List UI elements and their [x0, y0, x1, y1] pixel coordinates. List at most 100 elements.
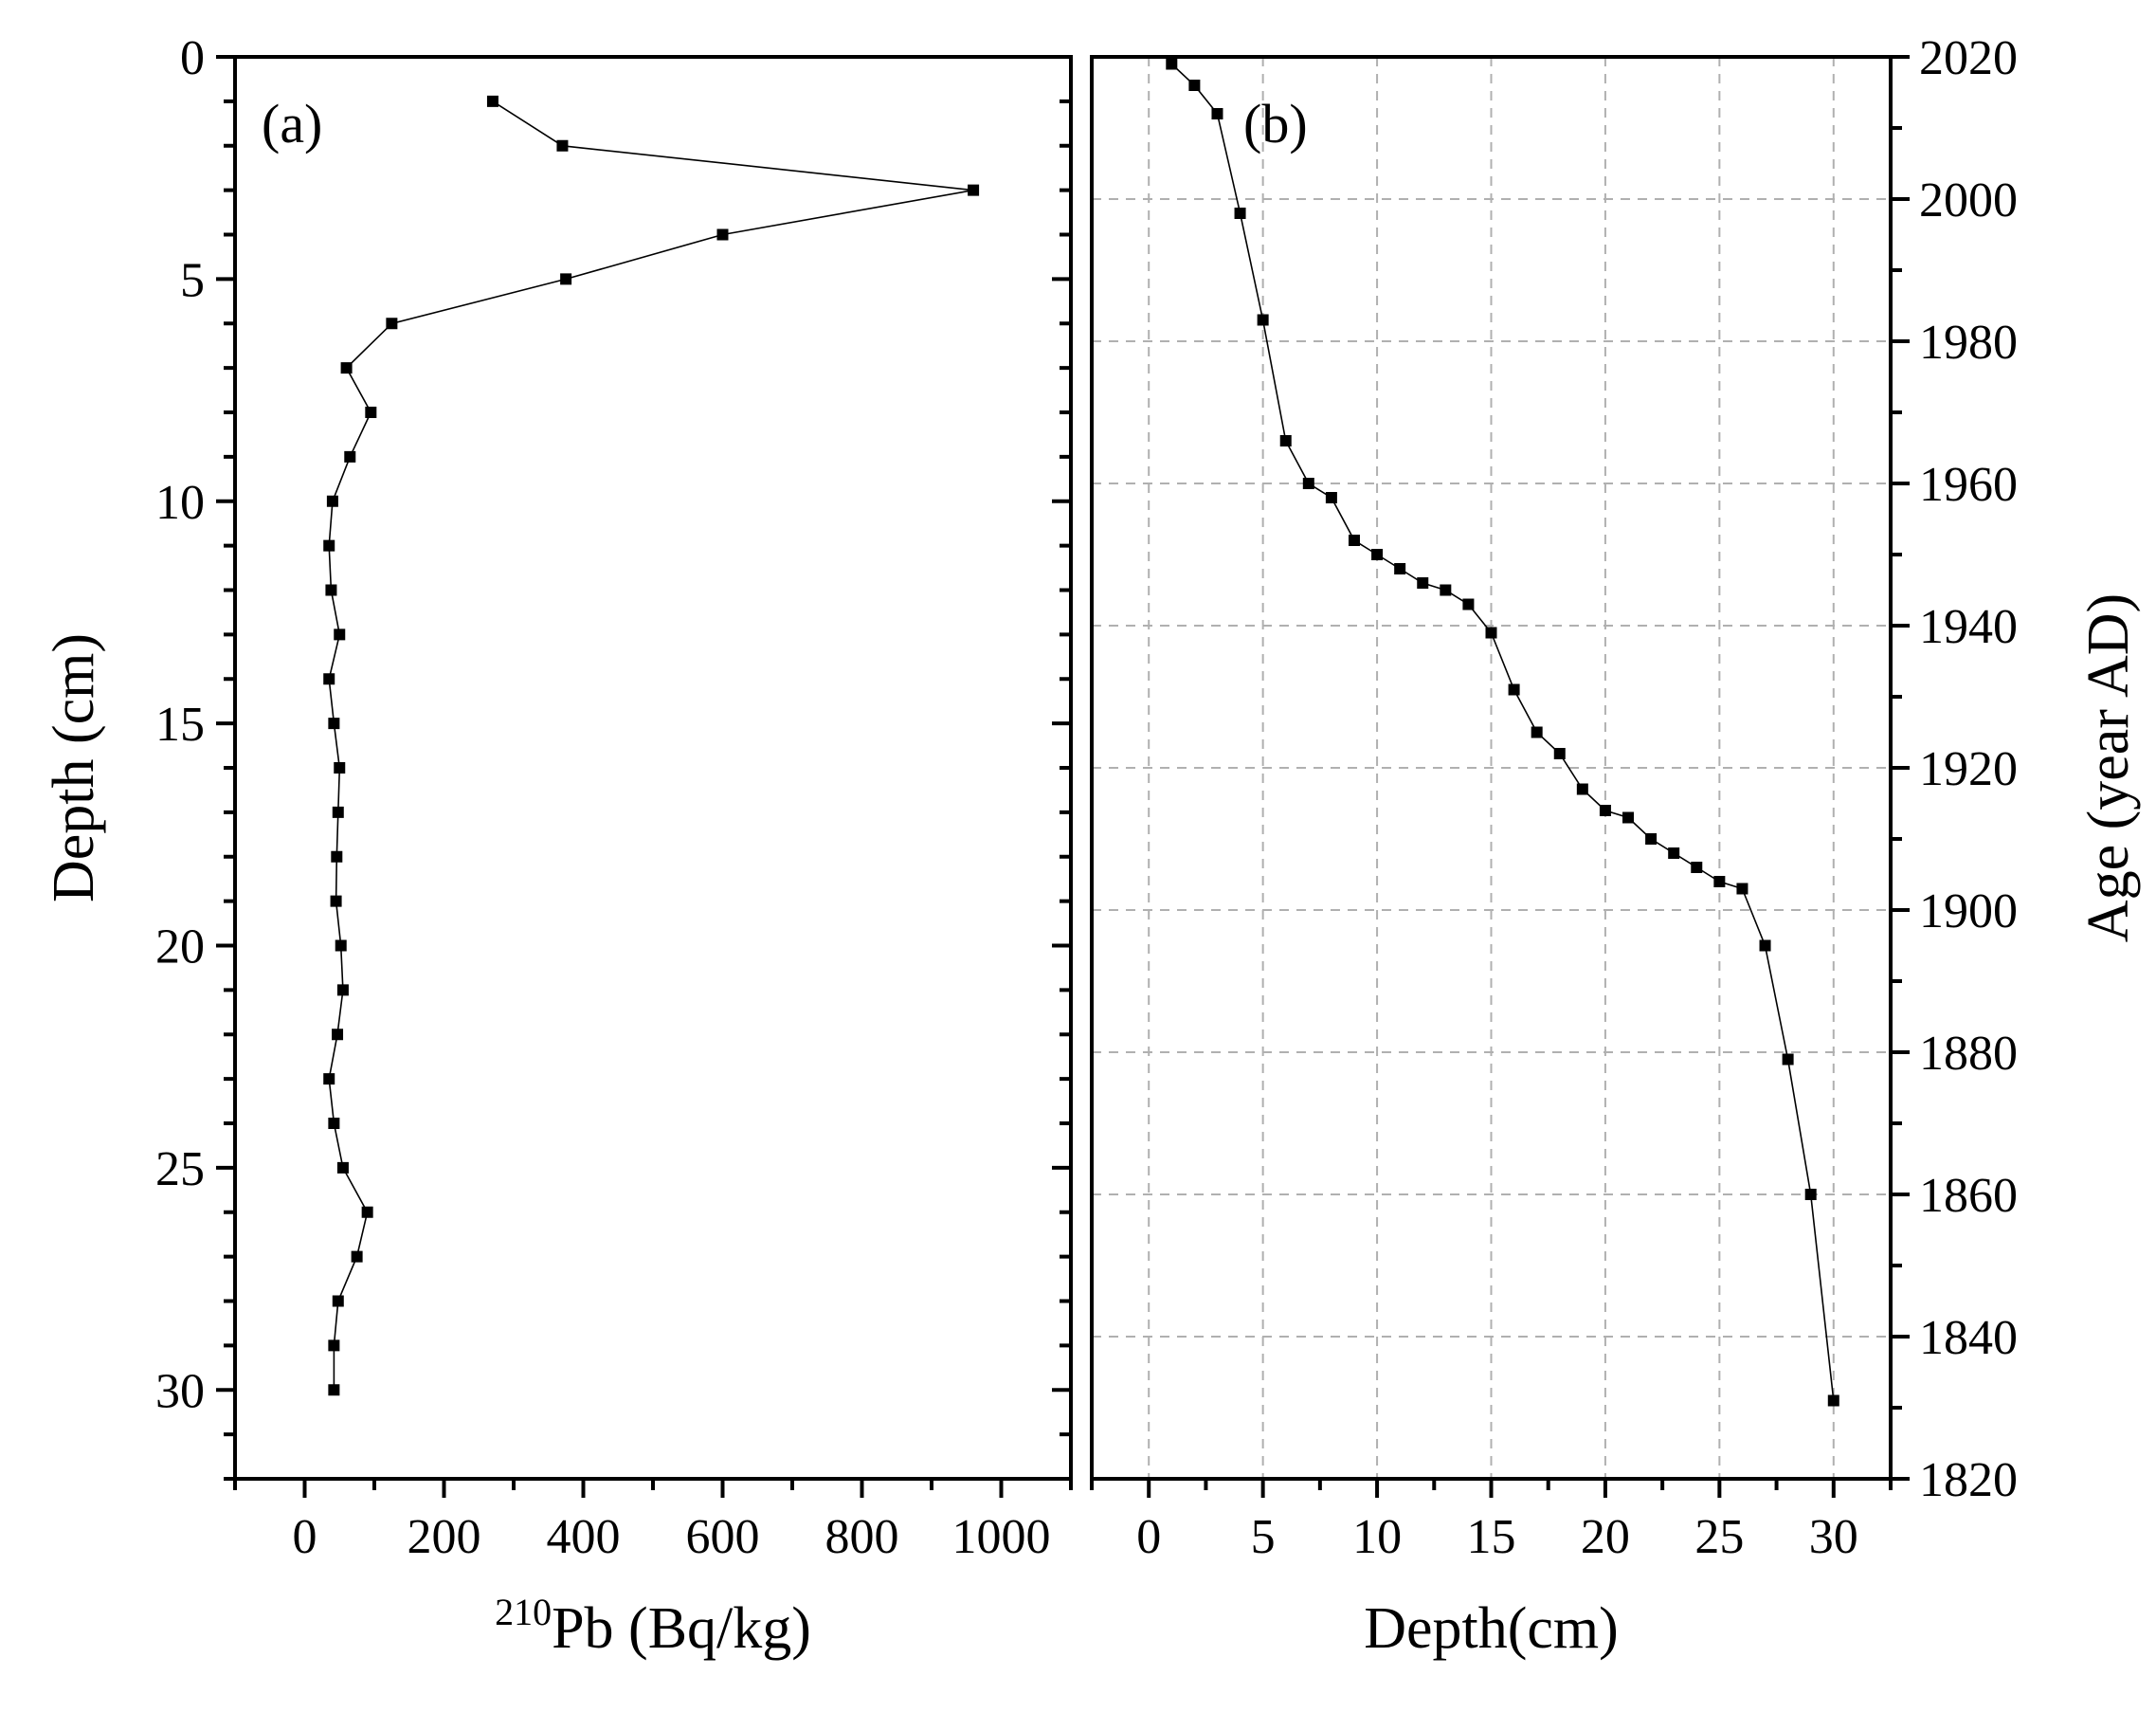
panel-a-y-tick-label: 5: [180, 253, 205, 307]
panel-a-plot-frame: [233, 55, 1073, 1481]
panel-b-data-point: [1599, 805, 1611, 816]
panel-a-data-point: [361, 1206, 373, 1218]
panel-a-x-tick-label: 200: [408, 1510, 481, 1564]
panel-b-y-tick-label: 2020: [1919, 31, 2018, 85]
panel-b-series-line: [1170, 63, 1835, 1401]
panel-b-data-point: [1622, 811, 1635, 824]
panel-b-data-point: [1279, 435, 1292, 446]
panel-a-data-point: [331, 850, 343, 863]
panel-b-x-tick-label: 5: [1251, 1510, 1276, 1564]
panel-a-data-point: [328, 1339, 340, 1352]
panel-a-y-tick-label: 20: [155, 920, 205, 974]
panel-b-data-point: [1325, 492, 1337, 503]
panel-a-x-axis-title-main: Pb (Bq/kg): [552, 1596, 811, 1661]
panel-a-data-point: [332, 1295, 344, 1307]
panel-b-data-point: [1691, 862, 1703, 873]
panel-a-data-point: [336, 1161, 349, 1174]
panel-b-x-tick-label: 30: [1809, 1510, 1858, 1564]
panel-b-data-point: [1257, 314, 1269, 326]
panel-a-data-point: [336, 984, 349, 996]
panel-b-y-tick-label: 1880: [1919, 1027, 2018, 1081]
panel-b-y-tick-label: 1840: [1919, 1311, 2018, 1365]
panel-b-data-point: [1188, 80, 1201, 91]
panel-b-data-point: [1713, 876, 1726, 887]
panel-b-y-ticks: 1820 1840 1860 1880 1900 1920 1940 1960 1980 2000…: [1891, 31, 2018, 1507]
panel-b-data-point: [1782, 1053, 1794, 1065]
panel-b-data-point: [1417, 577, 1429, 589]
panel-b-y-tick-label: 1980: [1919, 316, 2018, 370]
panel-b-data-point: [1348, 535, 1360, 546]
panel-a-data-point: [328, 718, 340, 730]
panel-b-data-point: [1804, 1189, 1817, 1200]
panel-a-x-tick-label: 800: [825, 1510, 899, 1564]
panel-a-x-ticks: 0 200 400 600 800 1000: [233, 1479, 1073, 1564]
panel-a-y-tick-label: 10: [155, 476, 205, 530]
panel-a-data-point: [323, 673, 335, 685]
panel-b-y-tick-label: 1820: [1919, 1453, 2018, 1507]
panel-a-data-point: [716, 228, 729, 241]
panel-b-data-point: [1553, 748, 1566, 759]
panel-b-data-point: [1827, 1394, 1839, 1407]
panel-a-data-point: [323, 1073, 335, 1085]
panel-a-data-point: [323, 539, 335, 552]
panel-a-data-point: [325, 584, 337, 596]
panel-a-y-ticks: 0 5 10 15 20 25 30: [155, 31, 1071, 1481]
panel-b-x-tick-label: 15: [1467, 1510, 1516, 1564]
panel-a-y-tick-label: 0: [180, 31, 205, 85]
panel-b-y-tick-label: 1960: [1919, 458, 2018, 512]
panel-a-data-point: [335, 939, 347, 952]
panel-a-data-point: [334, 628, 346, 641]
panel-a-x-tick-label: 1000: [952, 1510, 1051, 1564]
panel-b-label: (b): [1243, 93, 1308, 155]
panel-a-y-tick-label: 15: [155, 698, 205, 752]
panel-a-data-point: [486, 95, 498, 107]
panel-b-x-ticks: 0 5 10 15 20 25 30: [1090, 1479, 1893, 1564]
panel-a-data-point: [326, 495, 338, 507]
panel-b-y-tick-label: 1900: [1919, 884, 2018, 938]
panel-a-data-point: [328, 1384, 340, 1396]
panel-a-x-axis-title-superscript: 210: [495, 1591, 552, 1633]
panel-a-data-point: [365, 407, 377, 418]
panel-a-data-point: [332, 806, 344, 818]
panel-b-data-point: [1759, 939, 1771, 952]
panel-b-data-point: [1531, 726, 1543, 738]
panel-b-chart: 0 5 10 15 20 25 30 1820 1840 1860 1880 1900 1920 194…: [1090, 31, 2141, 1661]
panel-b-data-point: [1736, 883, 1748, 895]
panel-b-grid: [1092, 56, 1891, 1480]
panel-a-y-tick-label: 25: [155, 1142, 205, 1196]
panel-b-y-axis-title: Age (year AD): [2076, 593, 2141, 942]
panel-b-data-point: [1302, 478, 1314, 489]
panel-a-x-tick-label: 400: [547, 1510, 621, 1564]
panel-b-data-point: [1394, 563, 1406, 574]
panel-a-data-point: [334, 762, 346, 774]
panel-b-y-tick-label: 2000: [1919, 173, 2018, 228]
panel-b-data-point: [1462, 598, 1475, 610]
panel-a-data-point: [330, 895, 342, 907]
panel-a-x-tick-label: 0: [293, 1510, 317, 1564]
panel-a-data-point: [340, 362, 353, 374]
panel-a-data-point: [351, 1250, 363, 1263]
panel-a-data-point: [556, 139, 569, 152]
panel-a-series: [323, 95, 980, 1396]
panel-b-data-point: [1166, 58, 1178, 70]
panel-a-y-tick-label: 30: [155, 1364, 205, 1418]
panel-b-y-tick-label: 1920: [1919, 742, 2018, 796]
panel-a-label: (a): [262, 93, 322, 155]
panel-a-x-axis-title: 210Pb (Bq/kg): [495, 1591, 811, 1661]
panel-b-y-tick-label: 1940: [1919, 600, 2018, 654]
panel-b-x-tick-label: 10: [1352, 1510, 1402, 1564]
panel-b-data-point: [1440, 584, 1452, 596]
panel-a-data-point: [968, 184, 980, 196]
panel-b-x-tick-label: 0: [1136, 1510, 1161, 1564]
panel-a-series-line: [328, 100, 974, 1391]
panel-b-data-point: [1668, 847, 1680, 859]
panel-b-data-point: [1508, 683, 1520, 696]
panel-a-data-point: [328, 1118, 340, 1129]
panel-b-data-point: [1234, 208, 1246, 219]
panel-b-series: [1166, 58, 1839, 1407]
panel-b-data-point: [1211, 108, 1223, 119]
panel-b-data-point: [1485, 627, 1497, 639]
panel-a-chart: 0 200 400 600 800 1000 0 5 10 15 20 25 30 (a) 210Pb…: [42, 31, 1073, 1661]
panel-b-x-tick-label: 20: [1581, 1510, 1630, 1564]
